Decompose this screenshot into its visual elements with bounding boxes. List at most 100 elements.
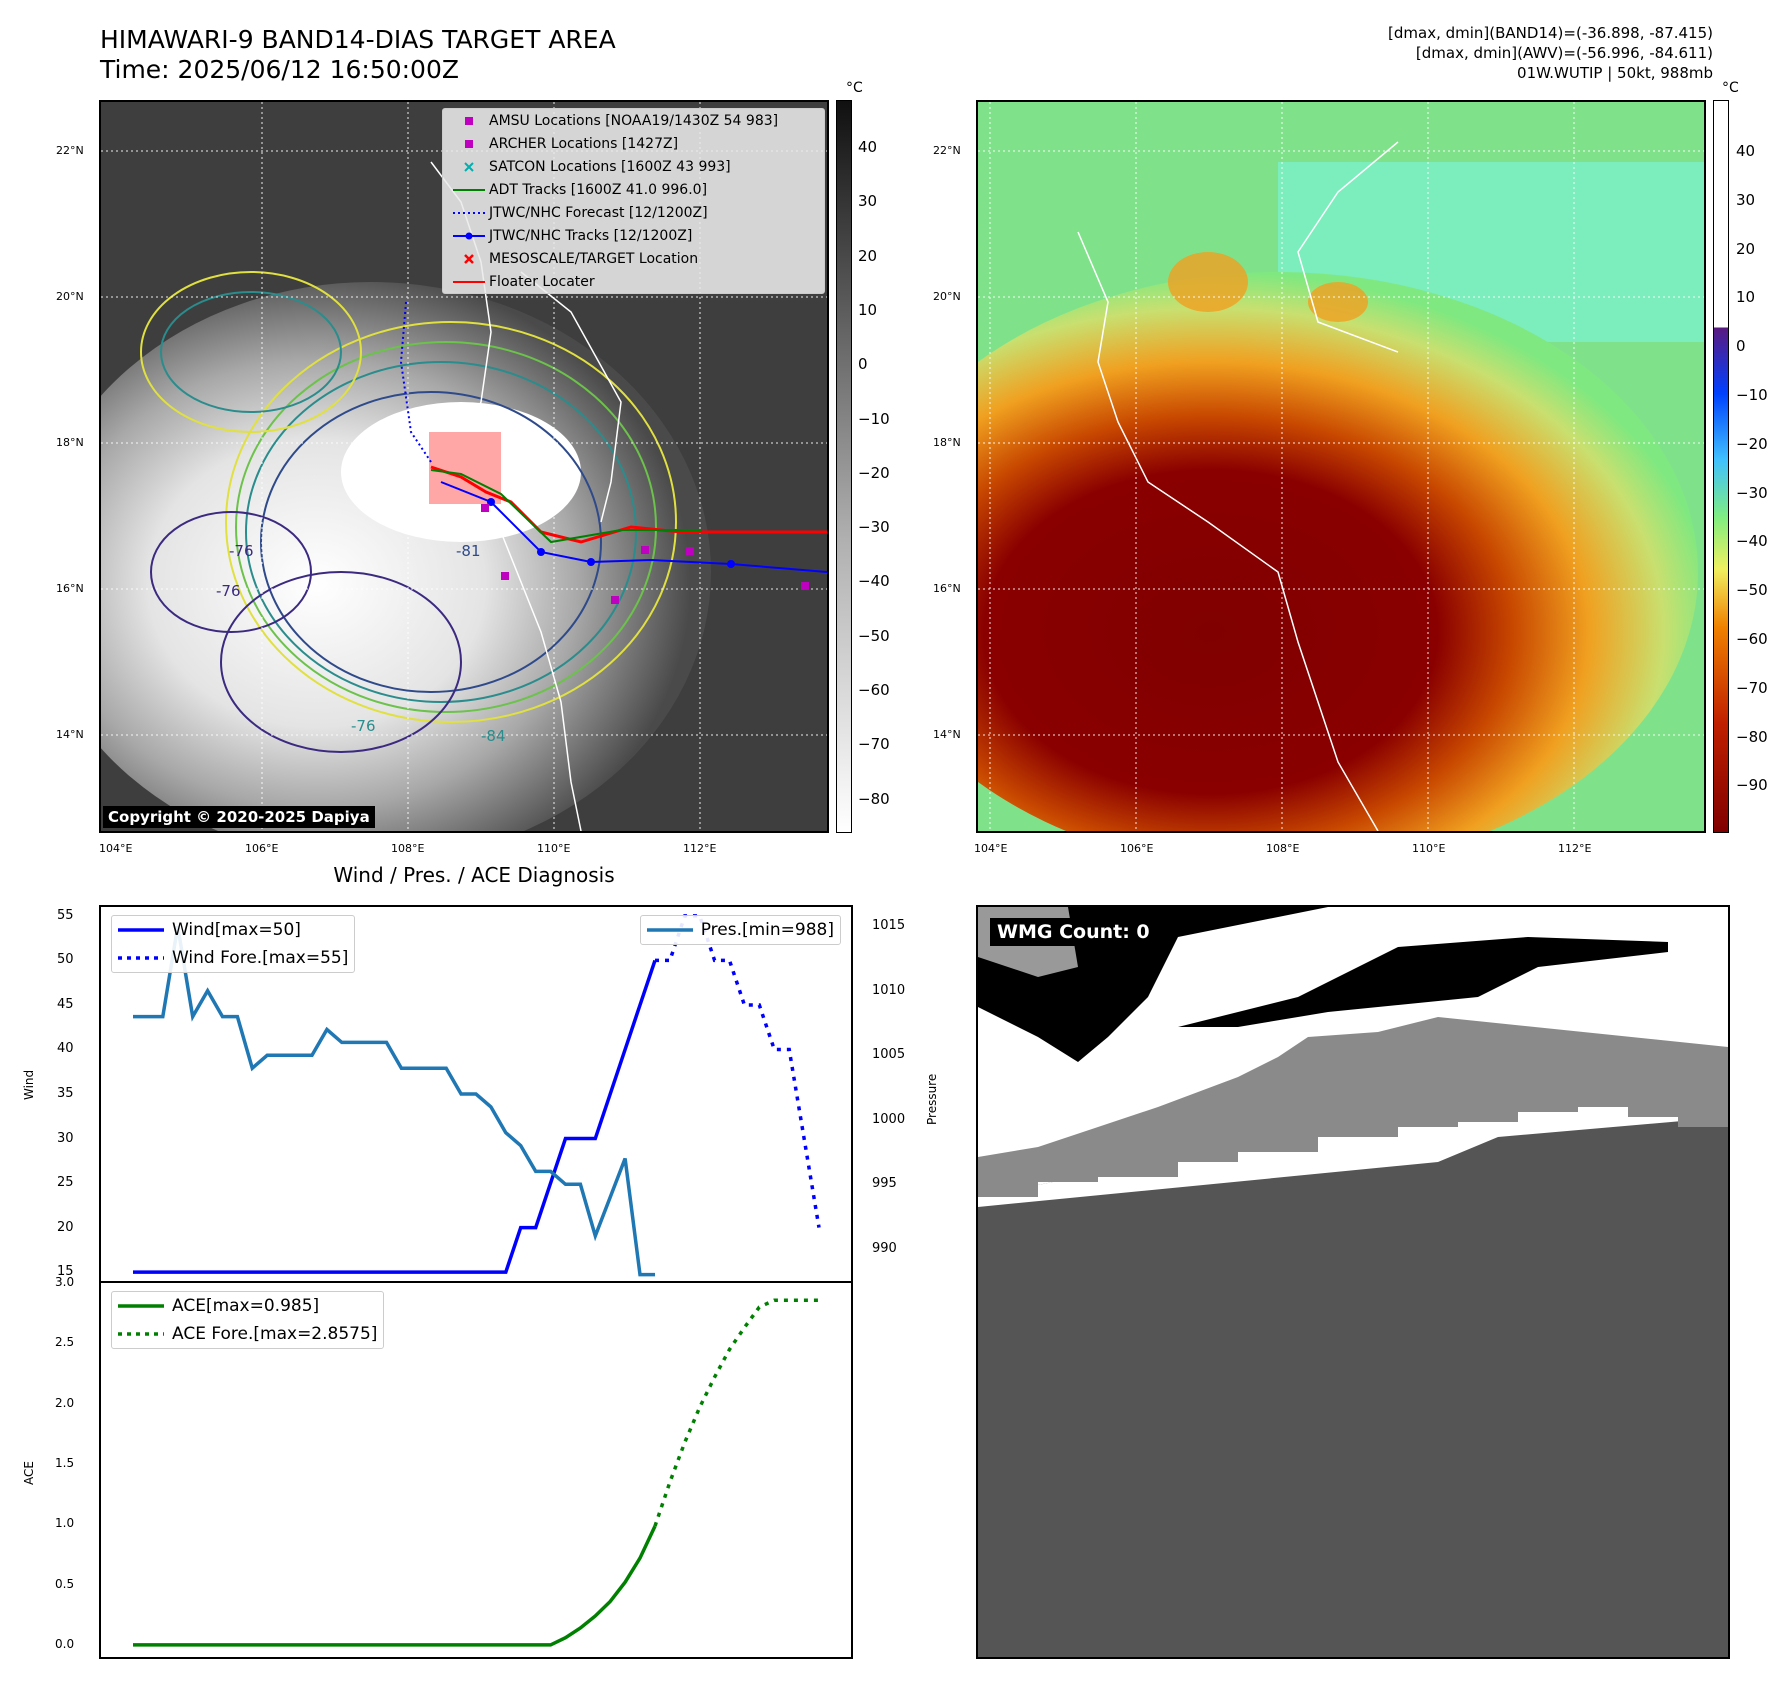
band14-range: [dmax, dmin](BAND14)=(-36.898, -87.415) [1388, 24, 1713, 42]
ace-tick-label: 0.0 [55, 1636, 75, 1651]
series-line-wind-max- [133, 959, 657, 1274]
lat-tick-label: 14°N [933, 728, 961, 741]
pressure-legend: Pres.[min=988] [639, 915, 841, 945]
map-legend: AMSU Locations [NOAA19/1430Z 54 983] ARC… [442, 108, 825, 294]
wmg-panel: WMG Count: 0 [976, 905, 1730, 1659]
wv-colorbar-tick: −70 [1736, 678, 1768, 697]
legend-satcon: SATCON Locations [1600Z 43 993] [443, 155, 824, 178]
time-label: Time: 2025/06/12 16:50:00Z [100, 55, 459, 84]
legend-tracks: JTWC/NHC Tracks [12/1200Z] [443, 224, 824, 247]
ace-tick-label: 2.0 [55, 1395, 75, 1410]
lon-tick-label: 112°E [1558, 842, 1592, 855]
ace-legend: ACE[max=0.985] ACE Fore.[max=2.8575] [111, 1291, 385, 1349]
wind-tick-label: 20 [57, 1219, 74, 1235]
pressure-axis-label: Pressure [925, 1073, 939, 1125]
lat-tick-label: 16°N [56, 582, 84, 595]
lat-tick-label: 22°N [933, 144, 961, 157]
ir-colorbar-tick: 10 [858, 300, 878, 319]
legend-floater: Floater Locater [453, 273, 595, 290]
lon-tick-label: 110°E [537, 842, 571, 855]
wv-map-panel [976, 100, 1706, 833]
legend-amsu: AMSU Locations [NOAA19/1430Z 54 983] [443, 109, 824, 132]
lat-tick-label: 20°N [56, 290, 84, 303]
wv-map-image [978, 102, 1704, 831]
pressure-tick-label: 1005 [872, 1047, 906, 1063]
legend-pressure: Pres.[min=988] [700, 920, 834, 940]
ir-colorbar-tick: 0 [858, 355, 868, 374]
map-title: HIMAWARI-9 BAND14-DIAS TARGET AREA [100, 25, 616, 54]
wv-colorbar-tick: −80 [1736, 727, 1768, 746]
series-line-pres-min- [133, 926, 655, 1277]
wv-colorbar-tick: 30 [1736, 190, 1756, 209]
lon-tick-label: 104°E [974, 842, 1008, 855]
contour-label: -76 [351, 717, 376, 735]
lon-tick-label: 108°E [391, 842, 425, 855]
lat-tick-label: 18°N [56, 436, 84, 449]
wmg-count: WMG Count: 0 [990, 918, 1157, 946]
wind-tick-label: 25 [57, 1175, 74, 1191]
wv-colorbar-tick: 20 [1736, 239, 1756, 258]
wv-colorbar-tick: −50 [1736, 581, 1768, 600]
wv-colorbar-tick: −40 [1736, 532, 1768, 551]
ir-colorbar-unit: °C [846, 80, 863, 96]
awv-range: [dmax, dmin](AWV)=(-56.996, -84.611) [1415, 44, 1713, 62]
wind-legend: Wind[max=50] Wind Fore.[max=55] [111, 915, 356, 973]
wv-colorbar [1713, 100, 1729, 833]
wind-pressure-plot [133, 914, 821, 1277]
lon-tick-label: 110°E [1412, 842, 1446, 855]
series-line-ace-fore-max- [653, 1298, 819, 1527]
wv-colorbar-tick: −60 [1736, 630, 1768, 648]
wv-colorbar-tick: 40 [1736, 142, 1756, 160]
series-line-ace-max- [133, 1525, 657, 1647]
ir-map-panel: -81 -76 -76 -76 -84 AMSU Locations [NOAA… [99, 100, 829, 833]
contour-label: -76 [229, 542, 254, 560]
ir-colorbar-tick: −20 [858, 463, 890, 482]
wv-colorbar-tick: −20 [1736, 434, 1768, 453]
lon-tick-label: 108°E [1266, 842, 1300, 855]
lon-tick-label: 106°E [1120, 842, 1154, 855]
lat-tick-label: 14°N [56, 728, 84, 741]
wv-colorbar-unit: °C [1722, 80, 1739, 96]
ir-colorbar-tick: 40 [858, 138, 878, 156]
legend-forecast: JTWC/NHC Forecast [12/1200Z] [453, 204, 708, 221]
wind-axis-label: Wind [22, 1069, 36, 1100]
contour-label: -84 [481, 727, 506, 745]
ace-chart: ACE[max=0.985] ACE Fore.[max=2.8575] [99, 1281, 853, 1659]
lon-tick-label: 112°E [683, 842, 717, 855]
ir-colorbar-tick: −40 [858, 572, 890, 591]
wind-tick-label: 55 [57, 907, 74, 923]
contour-label: -81 [456, 542, 481, 560]
ir-colorbar-tick: 30 [858, 192, 878, 211]
wind-tick-label: 15 [57, 1264, 74, 1280]
pressure-tick-label: 1010 [872, 982, 906, 998]
ir-colorbar-tick: −50 [858, 626, 890, 645]
ace-tick-label: 2.5 [55, 1335, 75, 1350]
wv-colorbar-tick: −10 [1736, 386, 1768, 404]
wind-tick-label: 30 [57, 1130, 74, 1146]
legend-ace-forecast: ACE Fore.[max=2.8575] [172, 1324, 378, 1344]
ir-colorbar-tick: −60 [858, 681, 890, 699]
ace-tick-label: 0.5 [55, 1576, 75, 1591]
ace-tick-label: 1.5 [55, 1455, 75, 1470]
ace-plot [133, 1298, 819, 1647]
series-line-wind-fore-max- [655, 914, 821, 1228]
wind-tick-label: 50 [57, 952, 74, 968]
legend-archer: ARCHER Locations [1427Z] [443, 132, 824, 155]
lat-tick-label: 18°N [933, 436, 961, 449]
wv-colorbar-tick: 0 [1736, 337, 1746, 356]
legend-ace: ACE[max=0.985] [172, 1296, 320, 1316]
ir-colorbar-tick: 20 [858, 246, 878, 265]
diagnosis-title: Wind / Pres. / ACE Diagnosis [333, 863, 615, 887]
wv-colorbar-tick: −30 [1736, 483, 1768, 502]
wind-pressure-chart: Wind[max=50] Wind Fore.[max=55] Pres.[mi… [99, 905, 853, 1283]
ace-tick-label: 3.0 [55, 1275, 75, 1289]
copyright-label: Copyright © 2020-2025 Dapiya [103, 806, 375, 828]
legend-wind-forecast: Wind Fore.[max=55] [172, 948, 349, 968]
pressure-tick-label: 995 [872, 1176, 897, 1192]
wmg-image [978, 907, 1728, 1657]
lon-tick-label: 106°E [245, 842, 279, 855]
storm-info: 01W.WUTIP | 50kt, 988mb [1517, 64, 1713, 82]
wind-tick-label: 35 [57, 1086, 74, 1101]
legend-adt: ADT Tracks [1600Z 41.0 996.0] [453, 181, 708, 198]
ir-colorbar-tick: −70 [858, 735, 890, 754]
